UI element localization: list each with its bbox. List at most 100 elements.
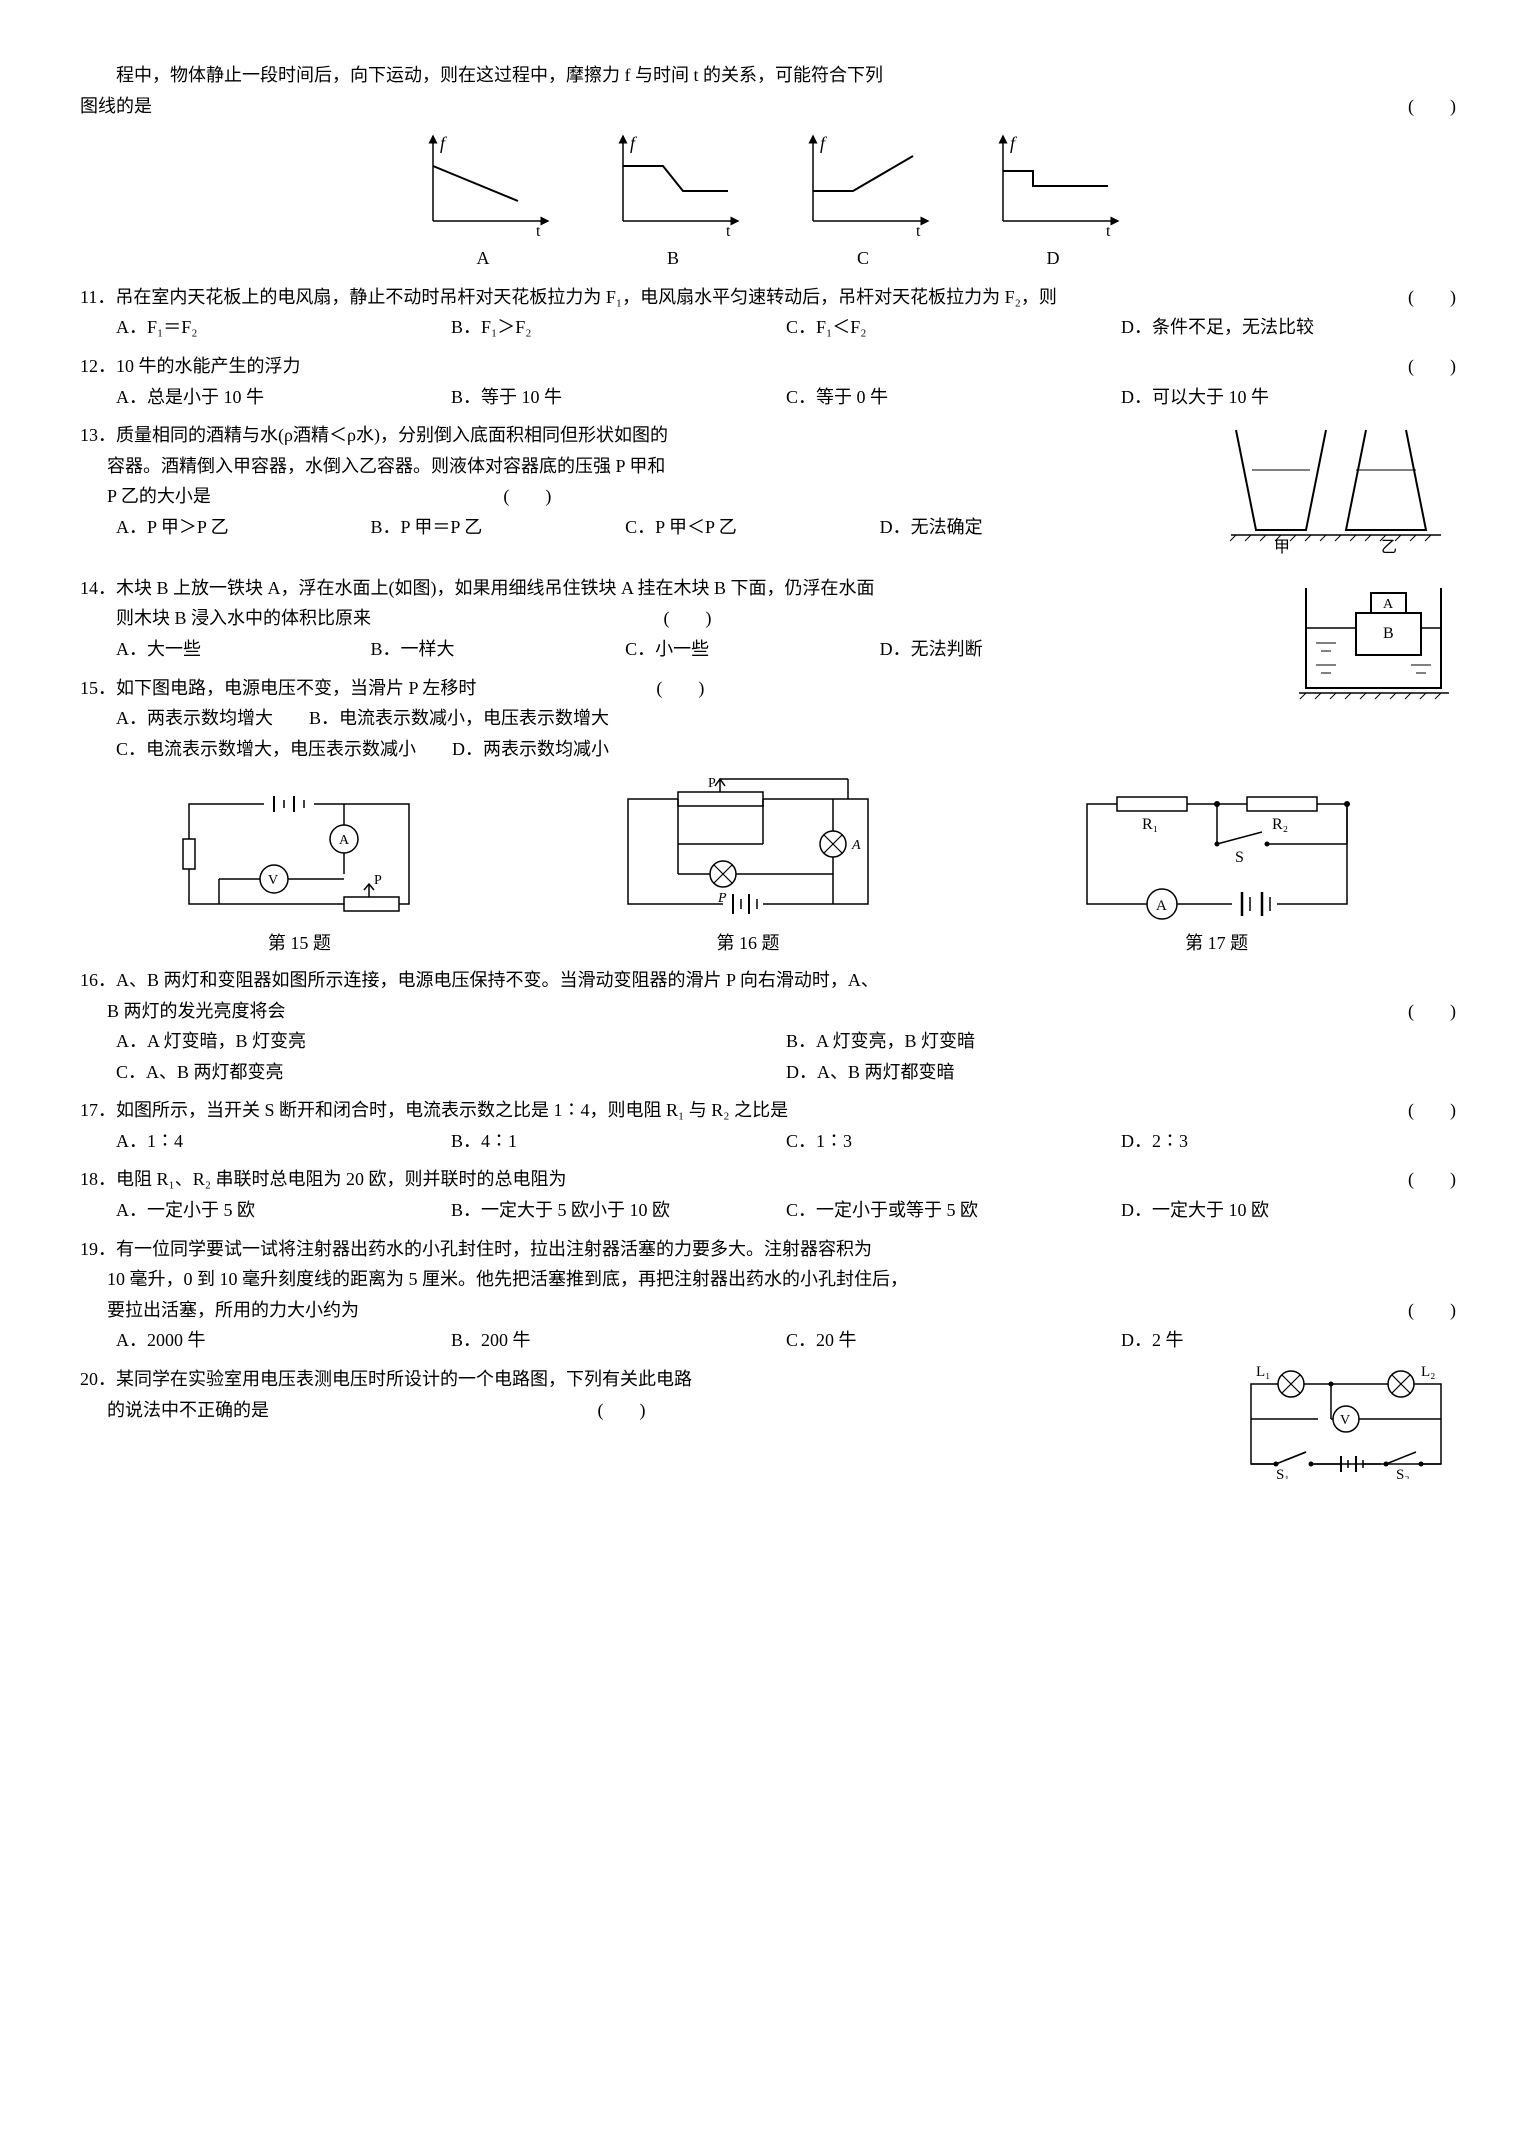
q19-text1: 19．有一位同学要试一试将注射器出药水的小孔封住时，拉出注射器活塞的力要多大。注… [80, 1239, 872, 1259]
graph-B: f t B [598, 131, 748, 274]
q11: 11．吊在室内天花板上的电风扇，静止不动时吊杆对天花板拉力为 F₁，电风扇水平匀… [80, 282, 1456, 343]
q10-line2: 图线的是 [80, 96, 152, 116]
q18-opt-D: D．一定大于 10 欧 [1121, 1195, 1456, 1226]
q10-text: 程中，物体静止一段时间后，向下运动，则在这过程中，摩擦力 f 与时间 t 的关系… [80, 60, 1456, 121]
q18: 18．电阻 R₁、R₂ 串联时总电阻为 20 欧，则并联时的总电阻为( ) A．… [80, 1164, 1456, 1225]
q20-paren: ( ) [598, 1400, 646, 1420]
q13-figure: 甲 乙 [1226, 420, 1456, 565]
q18-opt-C: C．一定小于或等于 5 欧 [786, 1195, 1121, 1226]
q20-fig-L1: L₁ [1256, 1364, 1270, 1380]
q19-opt-D: D．2 牛 [1121, 1325, 1456, 1356]
graph-D: f t D [978, 131, 1128, 274]
q12-opt-C: C．等于 0 牛 [786, 382, 1121, 413]
fig17-R1: R₁ [1142, 816, 1158, 833]
q19: 19．有一位同学要试一试将注射器出药水的小孔封住时，拉出注射器活塞的力要多大。注… [80, 1234, 1456, 1356]
q18-options: A．一定小于 5 欧 B．一定大于 5 欧小于 10 欧 C．一定小于或等于 5… [80, 1195, 1456, 1226]
graph-B-label: B [598, 243, 748, 274]
q16-opt-B: B．A 灯变亮，B 灯变暗 [786, 1026, 1456, 1057]
q20-figure: L₁ L₂ V S₁ [1236, 1364, 1456, 1489]
fig17-label: 第 17 题 [1067, 928, 1367, 959]
ft-graphs-row: f t A f t B f t C [80, 131, 1456, 274]
axis-f-label: f [440, 133, 448, 153]
q14-opt-D: D．无法判断 [880, 634, 1135, 665]
q14-text2: 则木块 B 浸入水中的体积比原来 [80, 608, 371, 628]
q19-text2: 10 毫升，0 到 10 毫升刻度线的距离为 5 厘米。他先把活塞推到底，再把注… [80, 1269, 908, 1289]
q12-paren: ( ) [1408, 351, 1456, 382]
axis-t-label: t [916, 223, 921, 240]
graph-D-svg: f t [978, 131, 1128, 241]
q11-opt-C: C．F₁＜F₂ [786, 312, 1121, 343]
q20-fig-L2: L₂ [1421, 1364, 1435, 1380]
q16-options: A．A 灯变暗，B 灯变亮 B．A 灯变亮，B 灯变暗 C．A、B 两灯都变亮 … [80, 1026, 1456, 1087]
q15-options: A．两表示数均增大 B．电流表示数减小，电压表示数增大 C．电流表示数增大，电压… [80, 703, 1134, 764]
q13-opt-C: C．P 甲＜P 乙 [625, 512, 880, 543]
q15-opt-CD: C．电流表示数增大，电压表示数减小 D．两表示数均减小 [116, 734, 1134, 765]
graph-A: f t A [408, 131, 558, 274]
graph-B-svg: f t [598, 131, 748, 241]
q20: L₁ L₂ V S₁ [80, 1364, 1456, 1489]
fig16-P: P [708, 776, 716, 791]
axis-f-label: f [820, 133, 828, 153]
q14-opt-C: C．小一些 [625, 634, 880, 665]
q16-opt-D: D．A、B 两灯都变暗 [786, 1057, 1456, 1088]
q11-text: 11．吊在室内天花板上的电风扇，静止不动时吊杆对天花板拉力为 F₁，电风扇水平匀… [80, 287, 1057, 307]
q13-paren: ( ) [503, 486, 551, 506]
q17-opt-D: D．2∶3 [1121, 1126, 1456, 1157]
axis-f-label: f [630, 133, 638, 153]
fig17-R2: R₂ [1272, 816, 1288, 833]
fig-15: A V P 第 15 题 [169, 784, 429, 959]
q13: 甲 乙 13．质量相同的酒精与水(ρ酒精＜ρ水)，分别倒入底面积相同但形状如图的… [80, 420, 1456, 565]
q13-text3: P 乙的大小是 [80, 486, 211, 506]
q20-text1: 20．某同学在实验室用电压表测电压时所设计的一个电路图，下列有关此电路 [80, 1369, 692, 1389]
q11-paren: ( ) [1408, 282, 1456, 313]
fig16-label: 第 16 题 [608, 928, 888, 959]
q20-fig-S2: S₂ [1396, 1467, 1410, 1479]
fig-17: R₁ R₂ S A 第 17 题 [1067, 784, 1367, 959]
graph-C-label: C [788, 243, 938, 274]
q11-options: A．F₁＝F₂ B．F₁＞F₂ C．F₁＜F₂ D．条件不足，无法比较 [80, 312, 1456, 343]
q10-continuation: 程中，物体静止一段时间后，向下运动，则在这过程中，摩擦力 f 与时间 t 的关系… [80, 60, 1456, 121]
q17: 17．如图所示，当开关 S 断开和闭合时，电流表示数之比是 1∶4，则电阻 R₁… [80, 1095, 1456, 1156]
fig17-A: A [1156, 898, 1167, 914]
q11-opt-D: D．条件不足，无法比较 [1121, 312, 1456, 343]
q13-text2: 容器。酒精倒入甲容器，水倒入乙容器。则液体对容器底的压强 P 甲和 [80, 456, 665, 476]
q19-text3: 要拉出活塞，所用的力大小约为 [80, 1300, 359, 1320]
q18-opt-A: A．一定小于 5 欧 [116, 1195, 451, 1226]
q13-opt-D: D．无法确定 [880, 512, 1135, 543]
q20-text2: 的说法中不正确的是 [80, 1400, 269, 1420]
q13-fig-label1: 甲 [1274, 539, 1290, 555]
q12: 12．10 牛的水能产生的浮力( ) A．总是小于 10 牛 B．等于 10 牛… [80, 351, 1456, 412]
q16: 16．A、B 两灯和变阻器如图所示连接，电源电压保持不变。当滑动变阻器的滑片 P… [80, 965, 1456, 1087]
q19-opt-C: C．20 牛 [786, 1325, 1121, 1356]
graph-C-svg: f t [788, 131, 938, 241]
q14-options: A．大一些 B．一样大 C．小一些 D．无法判断 [80, 634, 1134, 665]
q16-text1: 16．A、B 两灯和变阻器如图所示连接，电源电压保持不变。当滑动变阻器的滑片 P… [80, 970, 879, 990]
axis-t-label: t [536, 223, 541, 240]
q11-opt-B: B．F₁＞F₂ [451, 312, 786, 343]
q18-opt-B: B．一定大于 5 欧小于 10 欧 [451, 1195, 786, 1226]
q20-fig-S1: S₁ [1276, 1467, 1290, 1479]
q11-opt-A: A．F₁＝F₂ [116, 312, 451, 343]
q14-fig-A: A [1383, 597, 1394, 612]
fig15-A: A [339, 833, 350, 848]
axis-f-label: f [1010, 133, 1018, 153]
q15-opt-AB: A．两表示数均增大 B．电流表示数减小，电压表示数增大 [116, 703, 1134, 734]
fig-16: P A B [608, 774, 888, 959]
fig15-label: 第 15 题 [169, 928, 429, 959]
q17-opt-B: B．4∶1 [451, 1126, 786, 1157]
q13-opt-A: A．P 甲＞P 乙 [116, 512, 371, 543]
q14: A B 14．木块 B 上放一铁块 A，浮在水面上(如图)，如果用细线吊住铁块 … [80, 573, 1456, 665]
q16-opt-C: C．A、B 两灯都变亮 [116, 1057, 786, 1088]
q19-options: A．2000 牛 B．200 牛 C．20 牛 D．2 牛 [80, 1325, 1456, 1356]
axis-t-label: t [1106, 223, 1111, 240]
q12-opt-B: B．等于 10 牛 [451, 382, 786, 413]
figures-15-17: A V P 第 15 题 P [80, 774, 1456, 959]
fig16-A: A [851, 838, 861, 853]
fig15-V: V [268, 873, 278, 888]
q18-text: 18．电阻 R₁、R₂ 串联时总电阻为 20 欧，则并联时的总电阻为 [80, 1169, 567, 1189]
q13-text1: 13．质量相同的酒精与水(ρ酒精＜ρ水)，分别倒入底面积相同但形状如图的 [80, 425, 668, 445]
q16-opt-A: A．A 灯变暗，B 灯变亮 [116, 1026, 786, 1057]
fig15-P: P [374, 873, 382, 888]
q12-text: 12．10 牛的水能产生的浮力 [80, 356, 301, 376]
q17-opt-C: C．1∶3 [786, 1126, 1121, 1157]
